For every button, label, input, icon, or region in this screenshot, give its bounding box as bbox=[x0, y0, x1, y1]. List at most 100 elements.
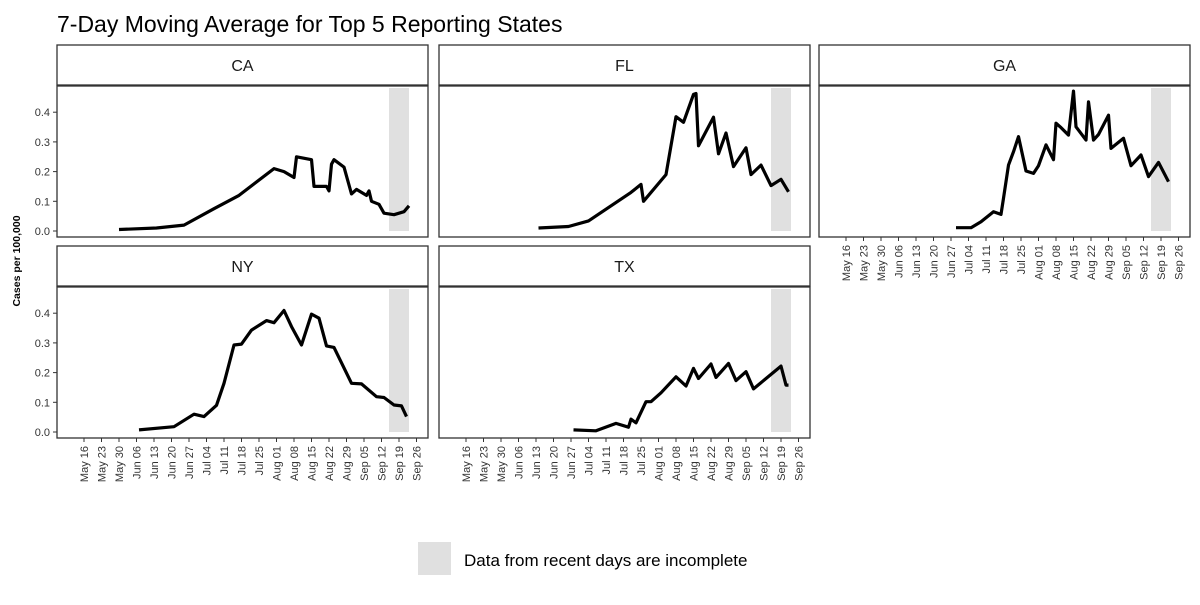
x-tick-label: Aug 15 bbox=[1069, 245, 1081, 280]
chart-title: 7-Day Moving Average for Top 5 Reporting… bbox=[57, 11, 562, 37]
y-axis-label: Cases per 100,000 bbox=[11, 215, 23, 306]
facet-label: GA bbox=[993, 58, 1016, 75]
x-tick-label: Aug 08 bbox=[289, 446, 301, 481]
x-tick-label: Sep 12 bbox=[759, 446, 771, 481]
facet-strip bbox=[56, 44, 429, 86]
series-line-ny bbox=[138, 308, 408, 432]
x-tick-label: May 23 bbox=[97, 446, 109, 482]
x-tick-label: May 16 bbox=[461, 446, 473, 482]
series-line-ga bbox=[956, 89, 1170, 230]
x-tick-label: Sep 05 bbox=[359, 446, 371, 481]
x-tick-label: Jul 04 bbox=[584, 446, 596, 475]
x-tick-label: Jul 25 bbox=[1016, 245, 1028, 274]
y-tick-label: 0.0 bbox=[35, 427, 50, 439]
plot-border bbox=[818, 85, 1191, 238]
x-tick-label: Jun 27 bbox=[566, 446, 578, 479]
plot-border bbox=[438, 85, 811, 238]
x-tick-label: Aug 01 bbox=[272, 446, 284, 481]
x-tick-label: Aug 22 bbox=[1086, 245, 1098, 280]
x-tick-label: Jul 04 bbox=[964, 245, 976, 274]
x-tick-label: Aug 22 bbox=[324, 446, 336, 481]
incomplete-data-region bbox=[389, 289, 409, 432]
panel-tx: TX May 16 May 23 May 30 Jun 06 Jun 13 Jun 20 Ju… bbox=[438, 245, 811, 482]
x-tick-label: Aug 01 bbox=[654, 446, 666, 481]
x-tick-label: Jul 18 bbox=[619, 446, 631, 475]
legend-swatch bbox=[418, 542, 451, 575]
x-tick-label: Jun 13 bbox=[149, 446, 161, 479]
incomplete-data-region bbox=[771, 88, 791, 231]
x-tick-label: Jun 06 bbox=[132, 446, 144, 479]
x-tick-label: May 23 bbox=[859, 245, 871, 281]
plot-border bbox=[56, 286, 429, 439]
series-line-ca bbox=[118, 155, 411, 232]
facet-strip bbox=[438, 44, 811, 86]
series-line-tx bbox=[573, 361, 789, 433]
y-tick-label: 0.3 bbox=[35, 338, 50, 350]
x-tick-label: Sep 05 bbox=[741, 446, 753, 481]
y-tick-label: 0.1 bbox=[35, 397, 50, 409]
y-tick-label: 0.4 bbox=[35, 107, 50, 119]
x-tick-label: Sep 26 bbox=[412, 446, 424, 481]
y-tick-label: 0.2 bbox=[35, 167, 50, 179]
plot-border bbox=[56, 85, 429, 238]
panel-ny: NY 0.0 0.1 0.2 0.3 0.4 May 16 May 23 May 30 Jun 0… bbox=[35, 245, 429, 482]
x-tick-label: May 30 bbox=[876, 245, 888, 281]
x-tick-label: May 16 bbox=[841, 245, 853, 281]
y-tick-label: 0.2 bbox=[35, 368, 50, 380]
series-line-fl bbox=[538, 91, 790, 230]
x-tick-label: Aug 22 bbox=[706, 446, 718, 481]
facet-label: CA bbox=[231, 58, 254, 75]
y-tick-label: 0.0 bbox=[35, 226, 50, 238]
x-tick-label: May 16 bbox=[79, 446, 91, 482]
x-tick-label: Jul 11 bbox=[981, 245, 993, 274]
y-tick-label: 0.3 bbox=[35, 137, 50, 149]
x-tick-label: Jul 18 bbox=[999, 245, 1011, 274]
x-tick-label: Jul 04 bbox=[202, 446, 214, 475]
x-tick-label: Jun 27 bbox=[184, 446, 196, 479]
x-tick-label: Sep 05 bbox=[1121, 245, 1133, 280]
x-tick-label: Aug 15 bbox=[689, 446, 701, 481]
incomplete-data-region bbox=[389, 88, 409, 231]
x-tick-label: Sep 19 bbox=[1156, 245, 1168, 280]
x-tick-label: Jun 27 bbox=[946, 245, 958, 278]
x-tick-label: Aug 08 bbox=[1051, 245, 1063, 280]
panel-fl: FL bbox=[438, 44, 811, 238]
x-tick-label: Sep 12 bbox=[1139, 245, 1151, 280]
facet-label: FL bbox=[615, 58, 634, 75]
panel-ca: CA 0.0 0.1 0.2 0.3 0.4 bbox=[35, 44, 429, 238]
x-tick-label: Jul 25 bbox=[254, 446, 266, 475]
facet-strip bbox=[56, 245, 429, 287]
legend-label: Data from recent days are incomplete bbox=[464, 551, 747, 570]
y-tick-label: 0.1 bbox=[35, 196, 50, 208]
x-tick-label: Sep 26 bbox=[1174, 245, 1186, 280]
x-tick-label: Jun 06 bbox=[514, 446, 526, 479]
incomplete-data-region bbox=[771, 289, 791, 432]
x-tick-label: Aug 15 bbox=[307, 446, 319, 481]
x-tick-label: Sep 26 bbox=[794, 446, 806, 481]
panel-ga: GA May 16 May 23 May 30 Jun 06 Jun 13 Jun 20 Ju… bbox=[818, 44, 1191, 281]
x-tick-label: Sep 19 bbox=[776, 446, 788, 481]
x-tick-label: Jun 13 bbox=[531, 446, 543, 479]
x-tick-label: Aug 29 bbox=[724, 446, 736, 481]
x-tick-label: May 23 bbox=[479, 446, 491, 482]
x-tick-label: Jun 13 bbox=[911, 245, 923, 278]
x-tick-label: Aug 01 bbox=[1034, 245, 1046, 280]
x-tick-label: Sep 12 bbox=[377, 446, 389, 481]
x-tick-label: Jun 20 bbox=[167, 446, 179, 479]
x-tick-label: Jun 20 bbox=[929, 245, 941, 278]
incomplete-data-region bbox=[1151, 88, 1171, 231]
x-tick-label: Aug 29 bbox=[342, 446, 354, 481]
plot-border bbox=[438, 286, 811, 439]
x-tick-label: Jul 18 bbox=[237, 446, 249, 475]
x-tick-label: Jul 11 bbox=[601, 446, 613, 475]
x-tick-label: Sep 19 bbox=[394, 446, 406, 481]
facet-strip bbox=[438, 245, 811, 287]
x-tick-label: May 30 bbox=[114, 446, 126, 482]
facet-label: TX bbox=[614, 259, 635, 276]
x-tick-label: Jun 06 bbox=[894, 245, 906, 278]
x-tick-label: Jun 20 bbox=[549, 446, 561, 479]
x-tick-label: Jul 25 bbox=[636, 446, 648, 475]
y-tick-label: 0.4 bbox=[35, 308, 50, 320]
x-tick-label: Aug 08 bbox=[671, 446, 683, 481]
